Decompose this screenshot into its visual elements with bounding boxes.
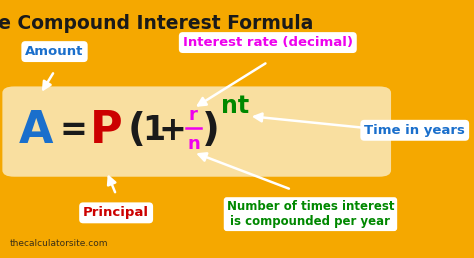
FancyBboxPatch shape xyxy=(2,86,391,177)
Text: Principal: Principal xyxy=(83,206,149,219)
Text: (: ( xyxy=(128,111,146,149)
Text: Time in years: Time in years xyxy=(365,124,465,137)
Text: A: A xyxy=(18,109,53,152)
Text: thecalculatorsite.com: thecalculatorsite.com xyxy=(9,239,108,248)
Text: ): ) xyxy=(202,111,220,149)
Text: 1: 1 xyxy=(143,114,165,147)
Text: =: = xyxy=(60,114,87,147)
Text: Number of times interest
is compounded per year: Number of times interest is compounded p… xyxy=(227,200,394,228)
Text: Amount: Amount xyxy=(25,45,84,58)
Text: n: n xyxy=(187,135,200,154)
Text: The Compound Interest Formula: The Compound Interest Formula xyxy=(0,14,313,33)
Text: Interest rate (decimal): Interest rate (decimal) xyxy=(183,36,353,49)
Text: r: r xyxy=(189,106,198,124)
Text: nt: nt xyxy=(220,94,249,118)
Text: +: + xyxy=(158,114,186,147)
Text: P: P xyxy=(90,109,123,152)
